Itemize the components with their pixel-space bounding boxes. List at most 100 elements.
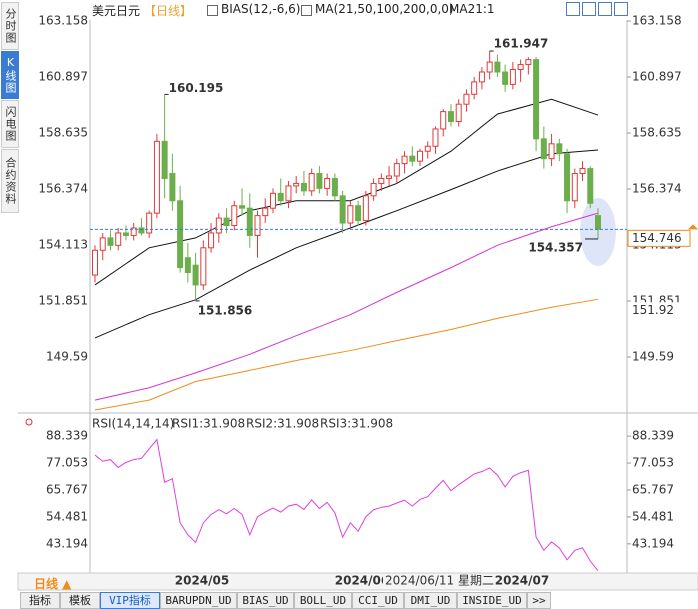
x-tick-label: 2024/07 [495, 574, 549, 588]
indicator-tab[interactable]: BOLL_UD [294, 592, 352, 609]
tool-icon[interactable] [614, 2, 628, 16]
candle-body [223, 217, 230, 227]
candle-body [424, 145, 431, 152]
toggle[interactable] [207, 5, 218, 16]
x-axis-strip [17, 572, 698, 591]
candle-body [509, 69, 516, 85]
indicator-tab[interactable]: >> [527, 592, 551, 609]
candle-body [246, 207, 253, 236]
legend-entry: RSI1:31.908 [172, 417, 245, 431]
candle-body [386, 175, 393, 179]
legend-entry: RSI3:31.908 [320, 417, 393, 431]
candle-body [347, 205, 354, 224]
legend-entry: RSI2:31.908 [246, 417, 319, 431]
candle-body [432, 128, 439, 147]
candle-body [362, 195, 369, 222]
tab[interactable]: 合约资料 [1, 149, 19, 213]
candle-body [99, 237, 106, 251]
candle-body [339, 195, 346, 224]
period-selector[interactable]: 日线 ▲ [34, 577, 72, 591]
candle-body [92, 249, 98, 276]
y-tick-label: 88.339 [632, 429, 674, 443]
extreme-label: 154.357 [528, 240, 583, 254]
symbol: 美元日元 [92, 4, 141, 18]
y-tick-label: 43.194 [632, 536, 674, 550]
candle-body [486, 61, 493, 73]
tool-icon[interactable] [582, 2, 596, 16]
candle-body [130, 227, 137, 236]
period: 【日线】 [144, 4, 193, 18]
candle-body [316, 173, 323, 189]
candle-body [587, 168, 594, 204]
candle-body [355, 205, 362, 222]
candle-body [595, 215, 601, 230]
indicator-tab[interactable]: CCI_UD [352, 592, 404, 609]
candle-body [231, 205, 238, 227]
x-tick-label: 2024/06 [335, 574, 389, 588]
x-tick-label: 2024/05 [175, 574, 229, 588]
y-tick-label: 77.053 [46, 456, 88, 470]
ma-line [94, 212, 599, 401]
indicator-tab[interactable]: BIAS_UD [237, 592, 294, 609]
y-tick-label: 54.481 [46, 509, 88, 523]
candle-body [308, 173, 315, 192]
y-tick-label: 156.374 [38, 182, 88, 196]
tool-icon[interactable] [566, 2, 580, 16]
hover-box [383, 574, 491, 589]
hover-date: 2024/06/11 星期二 [385, 574, 494, 588]
y-tick-label: 163.158 [632, 14, 682, 28]
y-tick-label: 88.339 [46, 429, 88, 443]
tab[interactable]: 分时图 [1, 2, 19, 50]
indicator-tab[interactable]: DMI_UD [404, 592, 457, 609]
tab[interactable]: K线图 [1, 51, 19, 99]
candle-body [208, 232, 215, 249]
candle-body [548, 143, 555, 160]
y-tick-label: 154.113 [38, 238, 88, 252]
indicator-tab[interactable]: INSIDE_UD [457, 592, 527, 609]
y-tick-label: 163.158 [38, 14, 88, 28]
candle-body [254, 215, 261, 236]
candle-body [300, 182, 307, 192]
y-tick-label: 65.767 [632, 482, 674, 496]
price-arrow [688, 224, 698, 230]
y-tick-label: 43.194 [46, 536, 88, 550]
ma-line [94, 298, 599, 411]
indicator-tab[interactable]: VIP指标 [100, 592, 160, 609]
price-box [628, 302, 690, 319]
y-tick-label: 54.481 [632, 509, 674, 523]
header-bg [18, 0, 698, 20]
indicator-tab[interactable]: 指标 [20, 592, 60, 609]
candle-body [502, 71, 509, 85]
candle-body [277, 192, 284, 202]
candle-body [184, 257, 191, 274]
candle-body [324, 177, 331, 189]
candle-body [177, 200, 184, 269]
y-tick-label: 158.635 [632, 126, 682, 140]
candle-body [401, 155, 408, 165]
indicator-tab[interactable]: 模板 [60, 592, 100, 609]
candle-body [262, 207, 269, 217]
tool-icon[interactable] [598, 2, 612, 16]
y-tick-label: 77.053 [632, 456, 674, 470]
last-price-label: 154.746 [632, 231, 682, 245]
extreme-label: 161.947 [494, 37, 549, 51]
tab[interactable]: 闪电图 [1, 100, 19, 148]
panel-title: RSI(14,14,14) [92, 417, 174, 431]
candle-body [293, 182, 300, 187]
candle-body [107, 237, 114, 246]
candle-body [146, 212, 153, 234]
candle-body [153, 140, 160, 214]
price-box [627, 229, 691, 247]
candle-body [571, 173, 578, 202]
toggle[interactable] [301, 5, 312, 16]
candle-body [417, 150, 424, 162]
rsi-line [94, 438, 599, 572]
candle-body [409, 155, 416, 162]
candle-body [471, 81, 478, 95]
indicator-tab[interactable]: BARUPDN_UD [160, 592, 237, 609]
candle-body [540, 138, 547, 160]
candle-body [378, 177, 385, 184]
indicator: BIAS(12,-6,6) [221, 2, 301, 16]
y-tick-label: 149.59 [46, 350, 88, 364]
